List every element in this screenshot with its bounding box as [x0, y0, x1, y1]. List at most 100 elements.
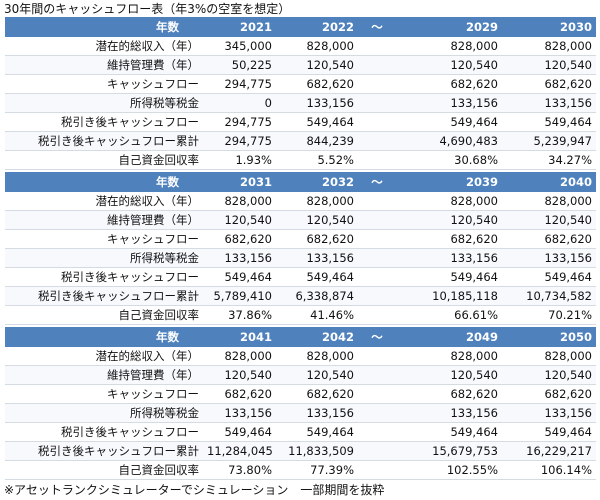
value-cell: 549,464: [398, 267, 502, 287]
value-cell: 828,000: [502, 346, 596, 366]
table-row: 所得税等税金 133,156 133,156 133,156 133,156: [5, 403, 596, 423]
header-row: 年数 2031 2032 ～ 2039 2040: [5, 172, 596, 192]
row-label: 自己資金回収率: [5, 305, 205, 325]
table-row: 税引き後キャッシュフロー累計 5,789,410 6,338,874 10,185,1…: [5, 286, 596, 306]
value-cell: 828,000: [398, 346, 502, 366]
value-cell: 549,464: [398, 112, 502, 132]
row-label: 所得税等税金: [5, 403, 205, 423]
value-cell: 844,239: [276, 131, 358, 151]
year-header-cell: 2039: [398, 172, 502, 192]
value-cell: 828,000: [276, 36, 358, 56]
header-row: 年数 2021 2022 ～ 2029 2030: [5, 17, 596, 37]
row-label: 潜在的総収入（年）: [5, 346, 205, 366]
value-cell: 682,620: [276, 384, 358, 404]
row-label: 自己資金回収率: [5, 150, 205, 170]
value-cell: 106.14%: [502, 460, 596, 480]
cashflow-table-block: 年数 2041 2042 ～ 2049 2050 潜在的総収入（年） 828,000 828,0…: [5, 327, 596, 480]
table-row: キャッシュフロー 294,775 682,620 682,620 682,620: [5, 74, 596, 94]
year-header-label: 年数: [5, 327, 205, 347]
value-cell: 120,540: [276, 55, 358, 75]
value-cell: 66.61%: [398, 305, 502, 325]
gap-cell: [358, 150, 398, 170]
value-cell: 133,156: [398, 403, 502, 423]
value-cell: 70.21%: [502, 305, 596, 325]
value-cell: 133,156: [276, 248, 358, 268]
table-row: キャッシュフロー 682,620 682,620 682,620 682,620: [5, 229, 596, 249]
value-cell: 10,185,118: [398, 286, 502, 306]
value-cell: 549,464: [502, 267, 596, 287]
value-cell: 828,000: [398, 36, 502, 56]
table-row: 税引き後キャッシュフロー累計 11,284,045 11,833,509 15,679…: [5, 441, 596, 461]
range-gap-symbol: ～: [358, 172, 398, 192]
value-cell: 4,690,483: [398, 131, 502, 151]
value-cell: 11,284,045: [205, 441, 276, 461]
value-cell: 294,775: [205, 112, 276, 132]
table-row: 税引き後キャッシュフロー累計 294,775 844,239 4,690,483 5,2…: [5, 131, 596, 151]
value-cell: 5.52%: [276, 150, 358, 170]
table-row: 自己資金回収率 37.86% 41.46% 66.61% 70.21%: [5, 305, 596, 325]
value-cell: 120,540: [205, 365, 276, 385]
row-label: 潜在的総収入（年）: [5, 36, 205, 56]
value-cell: 549,464: [502, 112, 596, 132]
value-cell: 682,620: [502, 384, 596, 404]
value-cell: 133,156: [398, 248, 502, 268]
year-header-label: 年数: [5, 172, 205, 192]
year-header-cell: 2049: [398, 327, 502, 347]
range-gap-symbol: ～: [358, 327, 398, 347]
row-label: 所得税等税金: [5, 93, 205, 113]
table-row: 税引き後キャッシュフロー 294,775 549,464 549,464 549,464: [5, 112, 596, 132]
year-header-cell: 2031: [205, 172, 276, 192]
value-cell: 133,156: [502, 248, 596, 268]
value-cell: 120,540: [398, 365, 502, 385]
value-cell: 6,338,874: [276, 286, 358, 306]
gap-cell: [358, 112, 398, 132]
gap-cell: [358, 93, 398, 113]
value-cell: 15,679,753: [398, 441, 502, 461]
value-cell: 5,789,410: [205, 286, 276, 306]
row-label: キャッシュフロー: [5, 74, 205, 94]
value-cell: 682,620: [398, 74, 502, 94]
value-cell: 828,000: [502, 36, 596, 56]
value-cell: 37.86%: [205, 305, 276, 325]
table-row: 維持管理費（年） 120,540 120,540 120,540 120,540: [5, 365, 596, 385]
year-header-cell: 2021: [205, 17, 276, 37]
value-cell: 41.46%: [276, 305, 358, 325]
value-cell: 549,464: [502, 422, 596, 442]
table-row: キャッシュフロー 682,620 682,620 682,620 682,620: [5, 384, 596, 404]
table-row: 維持管理費（年） 50,225 120,540 120,540 120,540: [5, 55, 596, 75]
value-cell: 50,225: [205, 55, 276, 75]
gap-cell: [358, 286, 398, 306]
value-cell: 549,464: [276, 112, 358, 132]
value-cell: 5,239,947: [502, 131, 596, 151]
table-row: 潜在的総収入（年） 828,000 828,000 828,000 828,000: [5, 191, 596, 211]
value-cell: 120,540: [502, 210, 596, 230]
year-header-cell: 2040: [502, 172, 596, 192]
value-cell: 133,156: [502, 403, 596, 423]
row-label: 税引き後キャッシュフロー累計: [5, 286, 205, 306]
year-header-cell: 2050: [502, 327, 596, 347]
row-label: 自己資金回収率: [5, 460, 205, 480]
table-row: 自己資金回収率 73.80% 77.39% 102.55% 106.14%: [5, 460, 596, 480]
row-label: 税引き後キャッシュフロー: [5, 422, 205, 442]
value-cell: 0: [205, 93, 276, 113]
value-cell: 682,620: [205, 229, 276, 249]
row-label: 所得税等税金: [5, 248, 205, 268]
value-cell: 682,620: [276, 74, 358, 94]
gap-cell: [358, 55, 398, 75]
value-cell: 133,156: [398, 93, 502, 113]
year-header-cell: 2030: [502, 17, 596, 37]
value-cell: 16,229,217: [502, 441, 596, 461]
gap-cell: [358, 422, 398, 442]
table-row: 所得税等税金 0 133,156 133,156 133,156: [5, 93, 596, 113]
value-cell: 133,156: [276, 93, 358, 113]
value-cell: 77.39%: [276, 460, 358, 480]
value-cell: 120,540: [276, 365, 358, 385]
value-cell: 682,620: [205, 384, 276, 404]
row-label: キャッシュフロー: [5, 384, 205, 404]
year-header-cell: 2041: [205, 327, 276, 347]
table-title: 30年間のキャッシュフロー表（年3%の空室を想定）: [4, 2, 291, 16]
value-cell: 828,000: [398, 191, 502, 211]
value-cell: 682,620: [398, 229, 502, 249]
value-cell: 102.55%: [398, 460, 502, 480]
value-cell: 682,620: [502, 229, 596, 249]
